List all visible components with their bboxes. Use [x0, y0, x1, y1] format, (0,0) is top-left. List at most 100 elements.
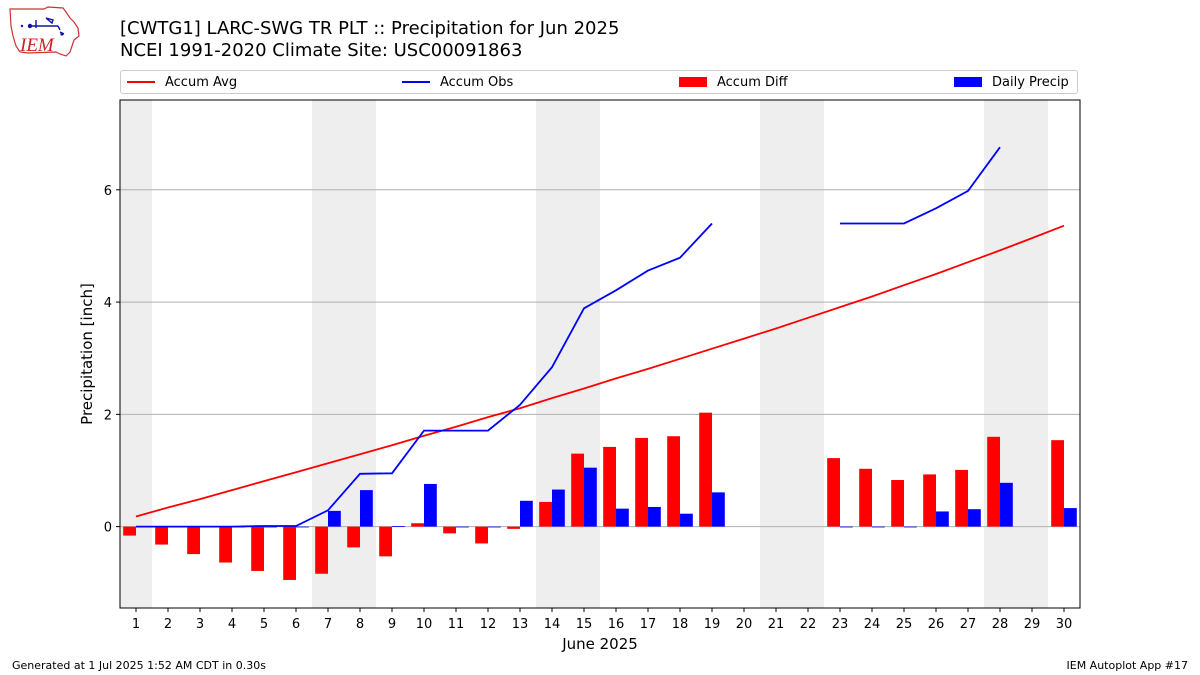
x-tick-label: 3 [196, 617, 204, 632]
legend-swatch [402, 81, 430, 83]
bar-daily-precip-day-5 [264, 526, 277, 528]
x-tick-label: 29 [1024, 617, 1041, 632]
line-accum-obs [136, 222, 713, 528]
bar-daily-precip-day-27 [968, 509, 981, 527]
legend-label: Accum Obs [440, 74, 514, 90]
x-tick-label: 25 [896, 617, 913, 632]
x-tick-label: 6 [292, 617, 300, 632]
bar-daily-precip-day-19 [712, 492, 725, 527]
bar-daily-precip-day-18 [680, 513, 693, 527]
legend-swatch [679, 77, 707, 87]
x-tick-label: 27 [960, 617, 977, 632]
x-tick-label: 30 [1056, 617, 1073, 632]
weekend-band [760, 100, 792, 608]
bar-accum-diff-day-7 [315, 526, 328, 574]
bar-accum-diff-day-15 [571, 453, 584, 527]
weekend-band [120, 100, 152, 608]
bar-accum-diff-day-1 [123, 526, 136, 536]
bar-daily-precip-day-15 [584, 467, 597, 527]
x-tick-label: 11 [448, 617, 465, 632]
bar-accum-diff-day-23 [827, 458, 840, 527]
x-tick-label: 5 [260, 617, 268, 632]
bar-daily-precip-day-25 [904, 526, 917, 528]
bar-accum-diff-day-10 [411, 523, 424, 527]
chart-title: [CWTG1] LARC-SWG TR PLT :: Precipitation… [120, 18, 620, 39]
x-tick-label: 26 [928, 617, 945, 632]
bar-daily-precip-day-28 [1000, 482, 1013, 527]
legend-label: Daily Precip [992, 74, 1069, 90]
x-tick-label: 19 [704, 617, 721, 632]
x-tick-label: 20 [736, 617, 753, 632]
bar-accum-diff-day-30 [1051, 440, 1064, 527]
bar-daily-precip-day-12 [488, 526, 501, 528]
chart-subtitle: NCEI 1991-2020 Climate Site: USC00091863 [120, 40, 523, 61]
x-tick-label: 17 [640, 617, 657, 632]
bar-daily-precip-day-6 [296, 526, 309, 528]
bar-accum-diff-day-19 [699, 412, 712, 527]
bar-daily-precip-day-14 [552, 489, 565, 527]
y-axis: 0 2 4 6 [104, 184, 120, 536]
bars [123, 412, 1077, 580]
x-tick-label: 24 [864, 617, 881, 632]
weekend-band [792, 100, 824, 608]
x-tick-label: 18 [672, 617, 689, 632]
x-tick-label: 7 [324, 617, 332, 632]
x-tick-label: 15 [576, 617, 593, 632]
bar-daily-precip-day-7 [328, 510, 341, 527]
weekend-band [1016, 100, 1048, 608]
y-tick-label: 2 [104, 408, 112, 423]
bar-daily-precip-day-23 [840, 526, 853, 528]
bar-accum-diff-day-14 [539, 501, 552, 527]
y-tick-label: 4 [104, 296, 112, 311]
bar-accum-diff-day-18 [667, 436, 680, 527]
x-tick-label: 4 [228, 617, 236, 632]
x-axis-label: June 2025 [561, 635, 638, 653]
x-tick-label: 1 [132, 617, 140, 632]
bar-daily-precip-day-9 [392, 526, 405, 527]
bar-accum-diff-day-26 [923, 474, 936, 527]
bar-accum-diff-day-3 [187, 526, 200, 555]
bar-accum-diff-day-17 [635, 437, 648, 527]
legend-label: Accum Diff [717, 74, 788, 90]
legend-label: Accum Avg [165, 74, 238, 90]
bar-accum-diff-day-9 [379, 526, 392, 557]
x-tick-label: 8 [356, 617, 364, 632]
bar-accum-diff-day-24 [859, 468, 872, 527]
legend-item-daily-precip: Daily Precip [954, 71, 1069, 93]
app-credit: IEM Autoplot App #17 [1066, 659, 1189, 672]
bar-accum-diff-day-13 [507, 526, 520, 529]
x-tick-label: 10 [416, 617, 433, 632]
x-axis: 1 2 3 4 5 6 7 8 9 10 11 12 13 14 15 16 17 18 19 20 21 22 23 24 2… [132, 608, 1072, 632]
plot-frame [119, 99, 1081, 609]
lines [135, 146, 1065, 528]
x-tick-label: 23 [832, 617, 849, 632]
bar-accum-diff-day-28 [987, 436, 1000, 527]
weekend-band [568, 100, 600, 608]
bar-daily-precip-day-16 [616, 508, 629, 527]
line-accum-obs [840, 146, 1001, 225]
y-tick-label: 0 [104, 521, 112, 536]
bar-accum-diff-day-8 [347, 526, 360, 548]
bar-daily-precip-day-10 [424, 483, 437, 527]
bar-accum-diff-day-2 [155, 526, 168, 545]
generated-timestamp: Generated at 1 Jul 2025 1:52 AM CDT in 0… [12, 659, 266, 672]
bar-accum-diff-day-25 [891, 480, 904, 527]
bar-accum-diff-day-12 [475, 526, 488, 544]
legend: Accum Avg Accum Obs Accum Diff Daily Pre… [120, 70, 1078, 94]
y-tick-label: 6 [104, 184, 112, 199]
x-tick-label: 22 [800, 617, 817, 632]
bar-daily-precip-day-30 [1064, 508, 1077, 527]
legend-swatch [127, 81, 155, 83]
line-accum-avg [135, 224, 1065, 518]
iem-logo: IEM [9, 6, 80, 57]
x-tick-label: 12 [480, 617, 497, 632]
x-tick-label: 2 [164, 617, 172, 632]
x-tick-label: 13 [512, 617, 529, 632]
y-axis-label: Precipitation [inch] [78, 283, 96, 425]
bar-accum-diff-day-16 [603, 446, 616, 527]
bar-daily-precip-day-24 [872, 526, 885, 528]
x-tick-label: 21 [768, 617, 785, 632]
x-tick-label: 9 [388, 617, 396, 632]
weekend-band [536, 100, 568, 608]
legend-item-accum-obs: Accum Obs [402, 71, 513, 93]
